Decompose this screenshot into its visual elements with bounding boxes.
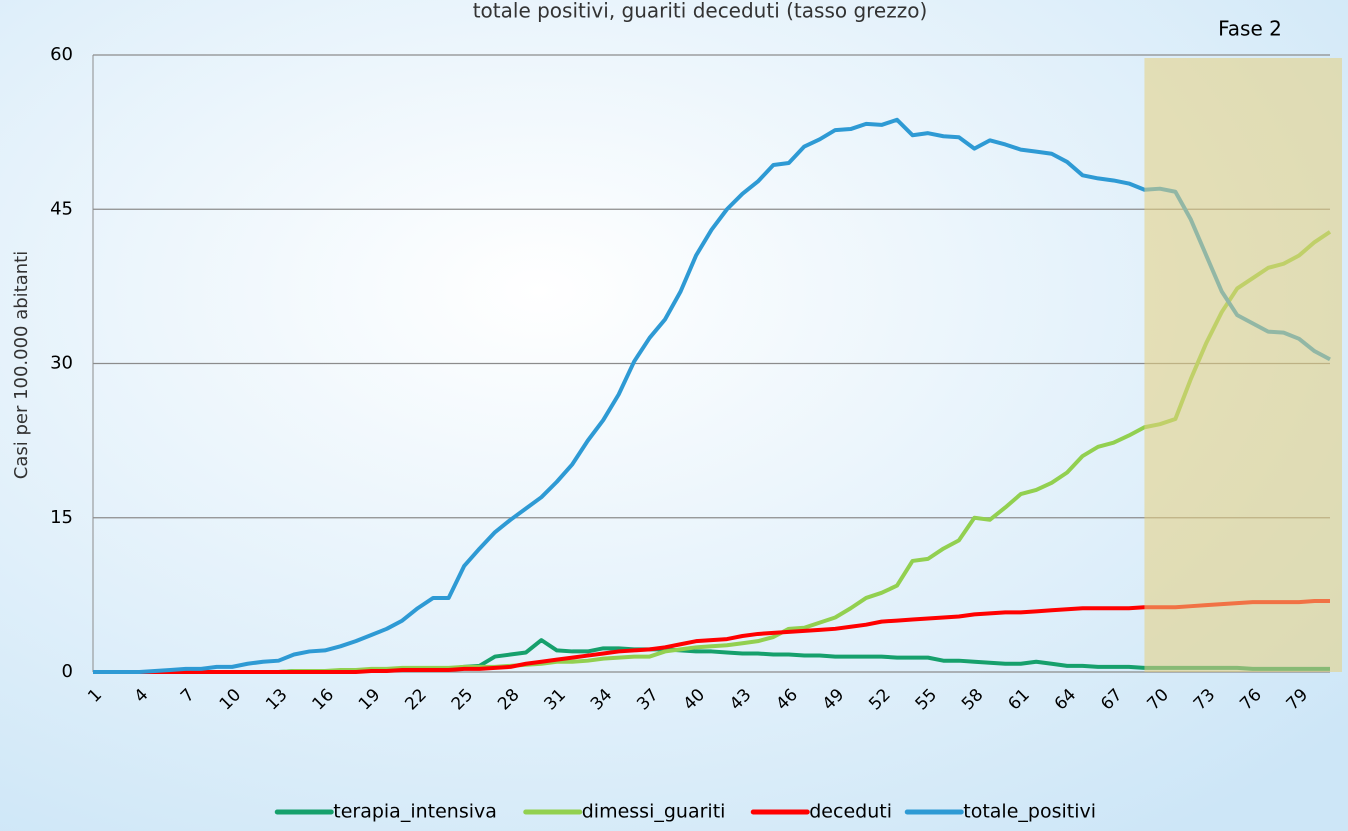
legend-label: totale_positivi (963, 801, 1096, 823)
y-tick-label: 60 (50, 44, 73, 65)
legend-label: terapia_intensiva (333, 801, 497, 823)
legend-label: deceduti (809, 801, 892, 823)
series-line (93, 117, 1331, 674)
y-tick-label: 15 (50, 507, 73, 528)
annotation: Fase 2 (1218, 17, 1282, 41)
legend-label: dimessi_guariti (582, 801, 726, 823)
y-tick-label: 30 (50, 353, 73, 374)
y-tick-label: 45 (50, 198, 73, 219)
highlight-region (1144, 58, 1342, 672)
y-tick-label: 0 (62, 661, 73, 682)
chart-title: totale positivi, guariti deceduti (tasso… (473, 0, 928, 23)
series-line (93, 599, 1330, 674)
y-axis-label: Casi per 100.000 abitanti (11, 251, 32, 480)
